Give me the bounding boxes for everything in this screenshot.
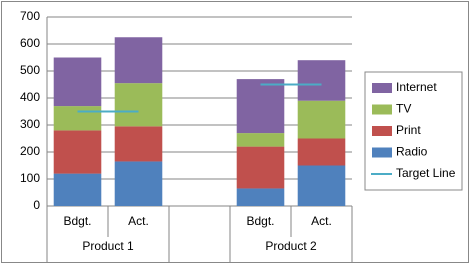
y-tick-label: 500 — [20, 63, 40, 77]
bar-segment — [297, 165, 346, 206]
legend-label: TV — [396, 102, 411, 116]
legend-swatch — [372, 147, 392, 158]
y-tick-label: 400 — [20, 90, 40, 104]
y-tick-label: 300 — [20, 117, 40, 131]
legend-label: Radio — [396, 145, 428, 159]
bar-segment — [236, 133, 285, 147]
bar-segment — [297, 138, 346, 166]
bar-segment — [53, 57, 102, 107]
x-tick-label: Bdgt. — [63, 214, 91, 228]
legend-swatch — [372, 83, 392, 93]
group-label: Product 1 — [82, 239, 134, 253]
bar-segment — [53, 106, 102, 131]
legend-swatch — [372, 104, 392, 115]
y-tick-label: 0 — [33, 198, 40, 212]
bar-segment — [53, 173, 102, 206]
bar-segment — [297, 100, 346, 139]
y-tick-label: 600 — [20, 36, 40, 50]
legend-label: Print — [396, 123, 421, 137]
bar-segment — [114, 37, 163, 84]
x-tick-label: Act. — [128, 214, 149, 228]
y-tick-label: 100 — [20, 171, 40, 185]
bar-segment — [236, 79, 285, 134]
legend-swatch — [372, 126, 392, 136]
bar-segment — [114, 126, 163, 162]
y-tick-label: 700 — [20, 9, 40, 23]
bar-segment — [236, 188, 285, 206]
bar-segment — [114, 161, 163, 206]
x-tick-label: Bdgt. — [246, 214, 274, 228]
bar-segment — [114, 83, 163, 127]
legend-label: Target Line — [396, 166, 456, 180]
bar-segment — [53, 130, 102, 174]
x-tick-label: Act. — [311, 214, 332, 228]
bar-segment — [236, 146, 285, 189]
bar-segment — [297, 60, 346, 101]
y-tick-label: 200 — [20, 144, 40, 158]
legend-label: Internet — [396, 80, 437, 94]
group-label: Product 2 — [265, 239, 317, 253]
